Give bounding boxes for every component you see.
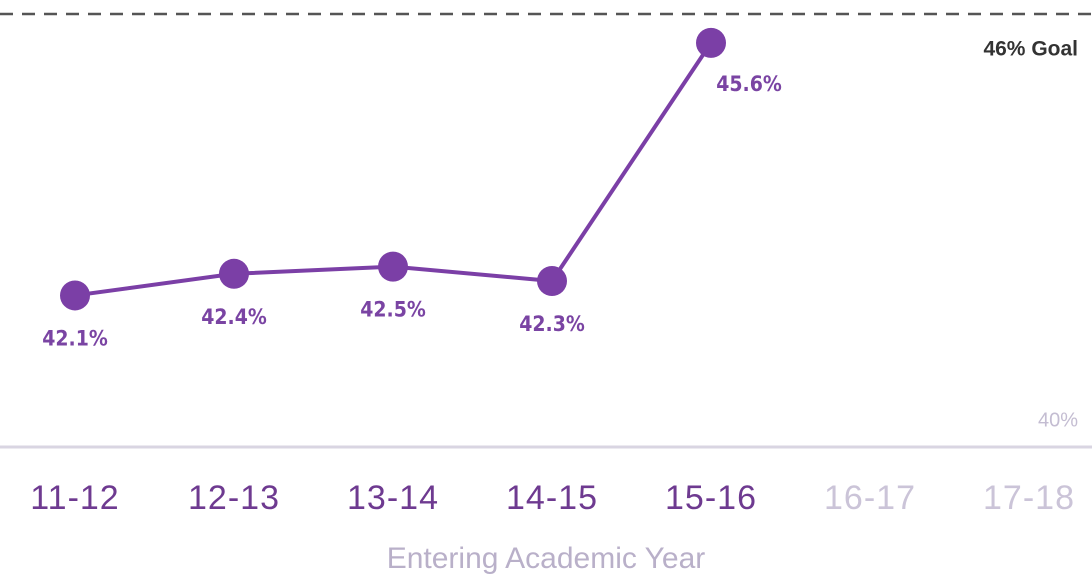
x-tick-label: 12-13 (188, 479, 280, 517)
x-tick-label: 11-12 (30, 479, 119, 517)
y-tick-label: 40% (1038, 409, 1078, 431)
x-tick-label: 14-15 (506, 479, 598, 517)
point (60, 280, 90, 311)
goal-label: 46% Goal (983, 38, 1078, 61)
data-label: 42.5% (360, 298, 426, 322)
point (378, 251, 408, 282)
point (696, 27, 726, 58)
x-tick-label: 17-18 (983, 479, 1075, 517)
data-label: 42.4% (201, 305, 267, 329)
point (537, 266, 567, 297)
point (219, 258, 249, 289)
x-tick-label: 13-14 (347, 479, 439, 517)
data-label: 45.6% (716, 72, 782, 96)
data-label: 42.3% (519, 312, 585, 336)
data-label: 42.1% (42, 326, 108, 350)
x-axis-title: Entering Academic Year (387, 542, 706, 575)
x-tick-label: 16-17 (824, 479, 916, 517)
x-tick-label: 15-16 (665, 479, 757, 517)
